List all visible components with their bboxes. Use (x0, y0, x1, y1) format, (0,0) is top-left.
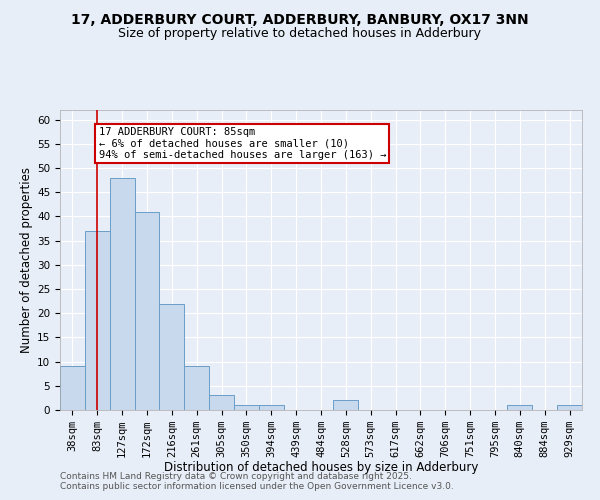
Text: 17, ADDERBURY COURT, ADDERBURY, BANBURY, OX17 3NN: 17, ADDERBURY COURT, ADDERBURY, BANBURY,… (71, 12, 529, 26)
Bar (508, 405, 532, 410)
Bar (209, 396, 234, 410)
Bar (234, 405, 259, 410)
Bar (110, 178, 134, 410)
Bar (557, 405, 582, 410)
Y-axis label: Number of detached properties: Number of detached properties (20, 167, 33, 353)
Text: Contains public sector information licensed under the Open Government Licence v3: Contains public sector information licen… (60, 482, 454, 491)
Text: 17 ADDERBURY COURT: 85sqm
← 6% of detached houses are smaller (10)
94% of semi-d: 17 ADDERBURY COURT: 85sqm ← 6% of detach… (98, 127, 386, 160)
Text: Size of property relative to detached houses in Adderbury: Size of property relative to detached ho… (119, 28, 482, 40)
Bar (85, 231, 110, 410)
Bar (60, 366, 85, 410)
Text: Contains HM Land Registry data © Crown copyright and database right 2025.: Contains HM Land Registry data © Crown c… (60, 472, 412, 481)
X-axis label: Distribution of detached houses by size in Adderbury: Distribution of detached houses by size … (164, 462, 478, 474)
Bar (259, 405, 284, 410)
Bar (184, 366, 209, 410)
Bar (160, 304, 184, 410)
Bar (334, 400, 358, 410)
Bar (134, 212, 160, 410)
